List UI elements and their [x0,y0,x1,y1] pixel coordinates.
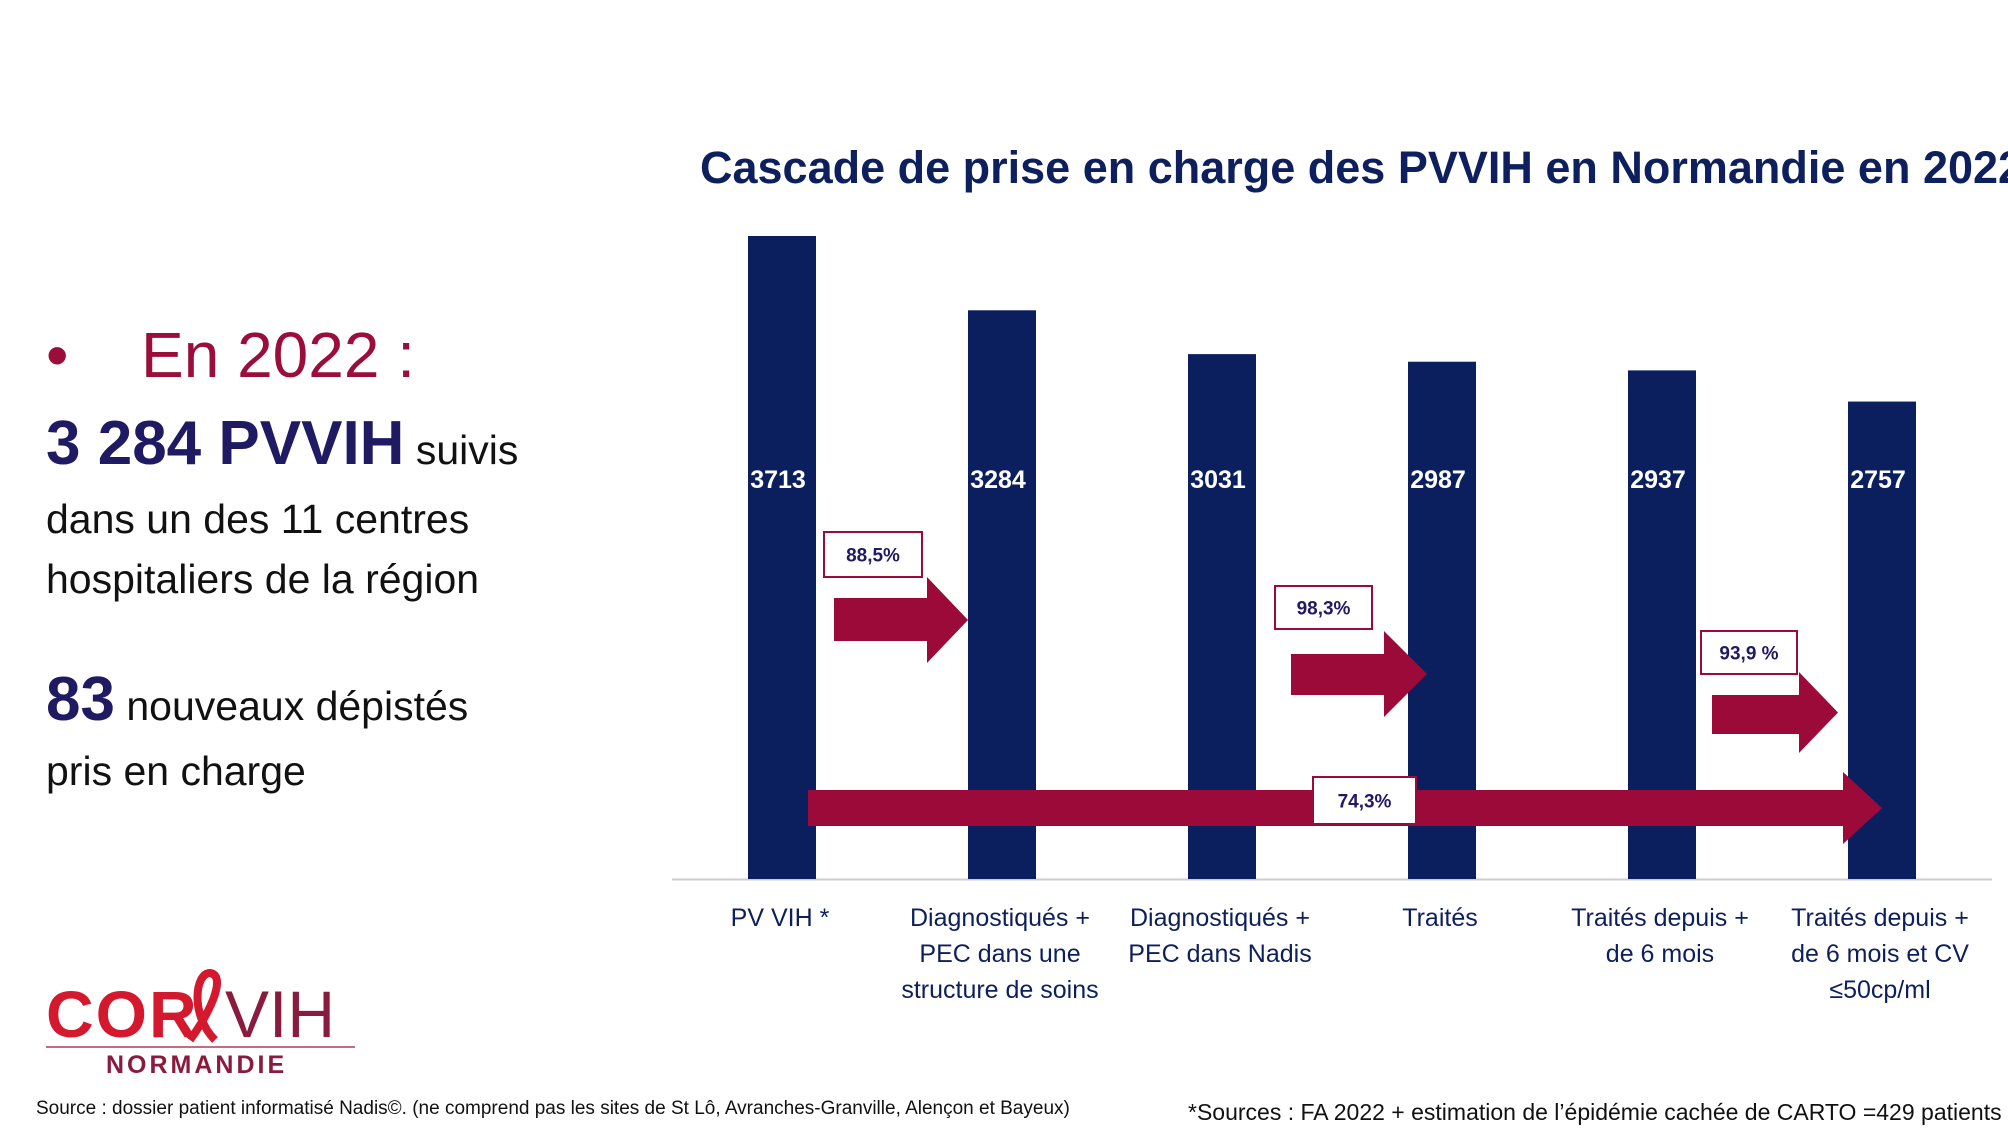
logo-subtitle: NORMANDIE [106,1051,287,1079]
new-count: 83 [46,665,115,734]
pvvih-suffix: suivis [415,427,519,473]
category-label-1: Diagnostiqués + [910,904,1090,932]
category-label-5: Traités depuis + [1791,904,1969,932]
bar-0 [748,236,816,879]
data-label-3: 2987 [1410,466,1466,494]
category-label-2: Diagnostiqués + [1130,904,1310,932]
source-footnote-left: Source : dossier patient informatisé Nad… [36,1098,1070,1119]
data-label-1: 3284 [970,466,1026,494]
arrow-icon-1 [1291,631,1427,717]
heading-en-2022: • En 2022 : [46,318,415,392]
ribbon-icon [186,968,222,1043]
bullet: • [46,319,69,391]
category-label-5: ≤50cp/ml [1829,976,1930,1004]
new-cases-line: 83 nouveaux dépistés [46,664,468,735]
percent-box-3 [1312,776,1417,825]
data-label-4: 2937 [1630,466,1686,494]
percent-label-0: 88,5% [846,546,900,567]
percent-box-1 [1274,585,1373,630]
category-label-1: structure de soins [901,976,1098,1004]
new-cases-line2: pris en charge [46,748,306,794]
source-footnote-right: *Sources : FA 2022 + estimation de l’épi… [1188,1099,2002,1125]
data-label-0: 3713 [750,466,806,494]
heading-text: En 2022 : [141,319,415,391]
logo-cor: COR [46,977,199,1051]
category-label-3: Traités [1402,904,1477,932]
corevih-logo: COR VIH NORMANDIE [46,968,355,1079]
new-suffix: nouveaux dépistés [126,683,469,729]
arrow-icon-2 [1712,672,1838,753]
category-label-2: PEC dans Nadis [1128,940,1311,968]
percent-box-2 [1700,630,1798,675]
centres-line: dans un des 11 centres [46,496,470,542]
category-label-4: Traités depuis + [1571,904,1749,932]
chart-title: Cascade de prise en charge des PVVIH en … [700,142,2008,193]
category-label-0: PV VIH * [731,904,830,932]
arrow-icon-0 [834,577,968,663]
percent-box-0 [823,531,923,578]
percent-label-3: 74,3% [1338,792,1392,813]
category-label-4: de 6 mois [1606,940,1714,968]
percent-label-2: 93,9 % [1719,644,1778,665]
category-label-5: de 6 mois et CV [1791,940,1969,968]
hospitals-line: hospitaliers de la région [46,556,480,602]
pvvih-count: 3 284 PVVIH [46,409,405,478]
pvvih-line: 3 284 PVVIH suivis [46,408,518,479]
logo-vih: VIH [225,977,335,1051]
percent-label-1: 98,3% [1297,599,1351,620]
category-label-1: PEC dans une [919,940,1080,968]
bar-1 [968,310,1036,879]
data-label-2: 3031 [1190,466,1246,494]
data-label-5: 2757 [1850,466,1906,494]
